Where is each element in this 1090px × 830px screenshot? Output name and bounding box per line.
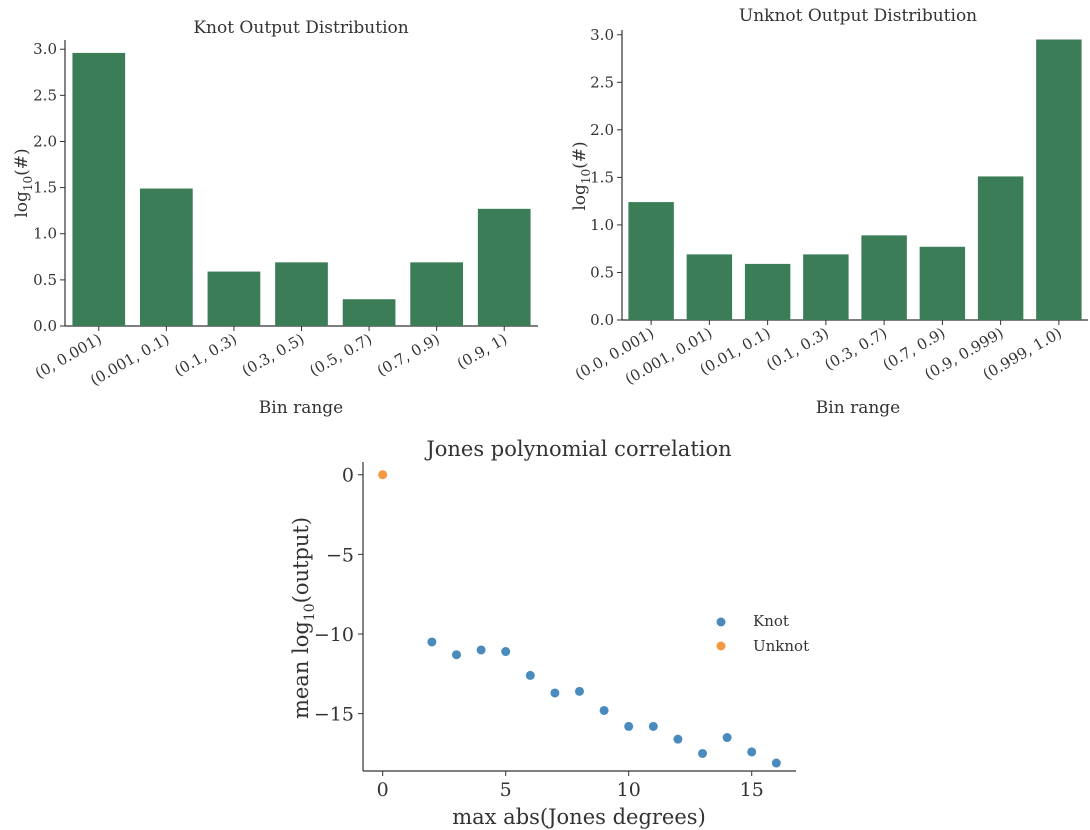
knot-output-chart: Knot Output Distribution Bin range log10… bbox=[12, 18, 538, 418]
bar bbox=[477, 208, 531, 326]
y-axis-label-subscript: 10 bbox=[21, 176, 35, 191]
bar bbox=[207, 271, 261, 326]
legend-label-knot: Knot bbox=[753, 612, 789, 630]
chart-title: Jones polynomial correlation bbox=[424, 437, 731, 461]
legend-marker-unknot bbox=[716, 641, 726, 651]
data-point-knot bbox=[673, 734, 683, 744]
y-tick-label: 2.5 bbox=[33, 86, 57, 104]
y-tick-label: 0.0 bbox=[590, 311, 614, 329]
bar bbox=[342, 299, 396, 326]
bar bbox=[744, 263, 791, 320]
x-axis-label: Bin range bbox=[816, 398, 900, 418]
x-axis-label: max abs(Jones degrees) bbox=[452, 805, 706, 829]
legend: Knot Unknot bbox=[716, 612, 809, 655]
jones-plot-area: 0 5 10 15 0 −5 −10 −15 bbox=[314, 462, 796, 801]
bar bbox=[803, 254, 849, 320]
x-tick-label: 15 bbox=[740, 779, 764, 801]
y-axis-label-base: log bbox=[570, 184, 590, 211]
bar bbox=[72, 52, 126, 326]
bar bbox=[410, 262, 463, 326]
chart-title: Unknot Output Distribution bbox=[739, 6, 977, 26]
x-tick-label: (0.5, 0.7) bbox=[306, 330, 375, 380]
data-point-knot bbox=[771, 758, 781, 768]
data-point-knot bbox=[525, 670, 535, 680]
legend-marker-knot bbox=[716, 617, 726, 627]
y-tick-label: −5 bbox=[326, 544, 354, 566]
y-axis-label-subscript: 10 bbox=[302, 603, 318, 621]
y-axis-label-base: mean log bbox=[289, 621, 313, 719]
data-point-knot bbox=[550, 688, 560, 698]
y-tick-label: 2.5 bbox=[590, 73, 614, 91]
y-tick-label: 2.0 bbox=[590, 121, 614, 139]
y-axis-label: log10(#) bbox=[570, 141, 593, 210]
y-tick-label: 2.0 bbox=[33, 132, 57, 150]
bar bbox=[275, 262, 328, 326]
y-axis-label-rest: (output) bbox=[289, 517, 313, 603]
y-tick-label: 1.5 bbox=[590, 168, 614, 186]
x-tick-label: (0.9, 1) bbox=[454, 330, 510, 373]
bar bbox=[628, 202, 674, 320]
x-tick-label: 5 bbox=[500, 779, 512, 801]
x-axis-label: Bin range bbox=[259, 398, 343, 418]
x-tick-label: (0.1, 0.3) bbox=[763, 324, 832, 374]
y-tick-label: −15 bbox=[314, 704, 354, 726]
knot-plot-area: 0.00.51.01.52.02.53.0(0, 0.001)(0.001, 0… bbox=[32, 40, 538, 389]
y-tick-label: 0.0 bbox=[33, 317, 57, 335]
bar bbox=[977, 176, 1024, 320]
y-tick-label: 0.5 bbox=[33, 271, 57, 289]
bar bbox=[1036, 39, 1082, 320]
bar bbox=[919, 246, 966, 320]
y-axis-label-rest: (#) bbox=[570, 141, 590, 169]
y-tick-label: 1.0 bbox=[33, 225, 57, 243]
jones-correlation-chart: Jones polynomial correlation max abs(Jon… bbox=[289, 437, 809, 829]
data-point-knot bbox=[698, 748, 708, 758]
bar bbox=[140, 188, 193, 326]
x-tick-label: (0.1, 0.3) bbox=[171, 330, 240, 380]
data-point-unknot bbox=[378, 470, 388, 480]
data-point-knot bbox=[599, 705, 609, 715]
data-point-knot bbox=[747, 747, 757, 757]
y-tick-label: −10 bbox=[314, 624, 354, 646]
x-tick-label: 0 bbox=[377, 779, 389, 801]
y-tick-label: 3.0 bbox=[590, 26, 614, 44]
unknot-plot-area: 0.00.51.01.52.02.53.0(0.0, 0.001)(0.001,… bbox=[572, 26, 1088, 388]
y-axis-label-subscript: 10 bbox=[579, 169, 593, 184]
y-tick-label: 1.5 bbox=[33, 179, 57, 197]
data-point-knot bbox=[476, 645, 486, 655]
data-point-knot bbox=[575, 686, 584, 696]
x-tick-label: (0.3, 0.7) bbox=[821, 324, 890, 374]
x-tick-label: (0.7, 0.9) bbox=[374, 330, 443, 380]
legend-label-unknot: Unknot bbox=[753, 637, 809, 655]
y-axis-label: log10(#) bbox=[12, 148, 35, 217]
y-tick-label: 0 bbox=[342, 465, 354, 487]
data-point-knot bbox=[722, 733, 732, 743]
bar bbox=[861, 235, 907, 320]
y-tick-label: 0.5 bbox=[590, 263, 614, 281]
chart-title: Knot Output Distribution bbox=[193, 18, 408, 38]
y-axis-label: mean log10(output) bbox=[289, 517, 318, 719]
y-axis-label-rest: (#) bbox=[12, 148, 32, 176]
unknot-output-chart: Unknot Output Distribution Bin range log… bbox=[570, 6, 1088, 418]
y-axis-label-base: log bbox=[12, 191, 32, 218]
bar bbox=[686, 254, 733, 320]
y-tick-label: 3.0 bbox=[33, 40, 57, 58]
data-point-knot bbox=[427, 637, 437, 647]
data-point-knot bbox=[451, 650, 461, 660]
data-point-knot bbox=[501, 647, 511, 657]
data-point-knot bbox=[648, 721, 658, 731]
x-tick-label: (0.3, 0.5) bbox=[239, 330, 308, 380]
x-tick-label: 10 bbox=[617, 779, 641, 801]
y-tick-label: 1.0 bbox=[590, 216, 614, 234]
data-point-knot bbox=[624, 721, 634, 731]
